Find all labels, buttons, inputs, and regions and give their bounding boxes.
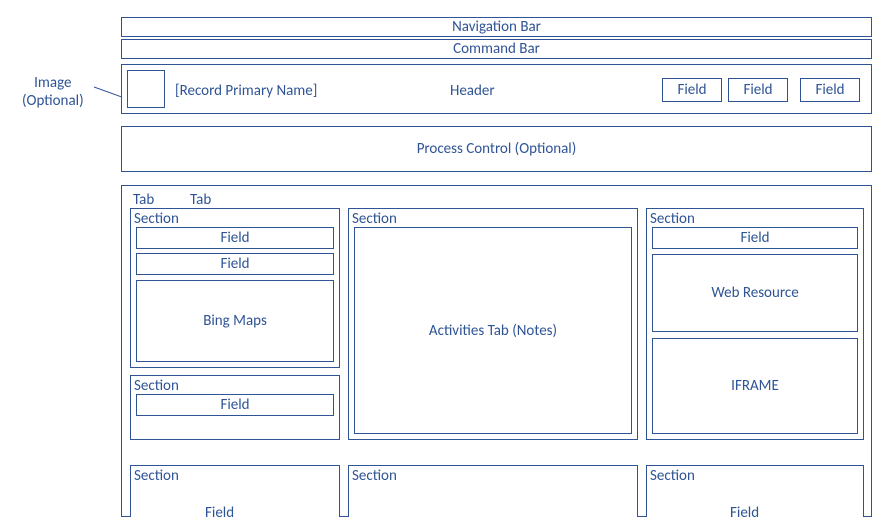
header-field-3: Field bbox=[800, 78, 860, 102]
process-control: Process Control (Optional) bbox=[121, 126, 872, 172]
col1-section1-field1: Field bbox=[136, 227, 334, 249]
row2-section1: Section bbox=[130, 465, 340, 517]
command-bar: Command Bar bbox=[121, 39, 872, 59]
tab-1[interactable]: Tab bbox=[133, 191, 154, 209]
row2-section1-field: Field bbox=[205, 504, 234, 522]
record-image-placeholder bbox=[127, 70, 165, 108]
activities-tab: Activities Tab (Notes) bbox=[354, 227, 632, 434]
row2-section3-field: Field bbox=[730, 504, 759, 522]
col1-section1-field2: Field bbox=[136, 253, 334, 275]
col3-section-field: Field bbox=[652, 227, 858, 249]
iframe-region: IFRAME bbox=[652, 338, 858, 434]
header-title: Header bbox=[450, 82, 495, 100]
header-field-1: Field bbox=[662, 78, 722, 102]
bing-maps: Bing Maps bbox=[136, 280, 334, 362]
tab-2[interactable]: Tab bbox=[190, 191, 211, 209]
record-primary-name: [Record Primary Name] bbox=[175, 82, 317, 100]
navigation-bar: Navigation Bar bbox=[121, 17, 872, 37]
header-field-2: Field bbox=[728, 78, 788, 102]
row2-section2: Section bbox=[348, 465, 638, 517]
web-resource: Web Resource bbox=[652, 254, 858, 332]
col1-section2-field: Field bbox=[136, 394, 334, 416]
